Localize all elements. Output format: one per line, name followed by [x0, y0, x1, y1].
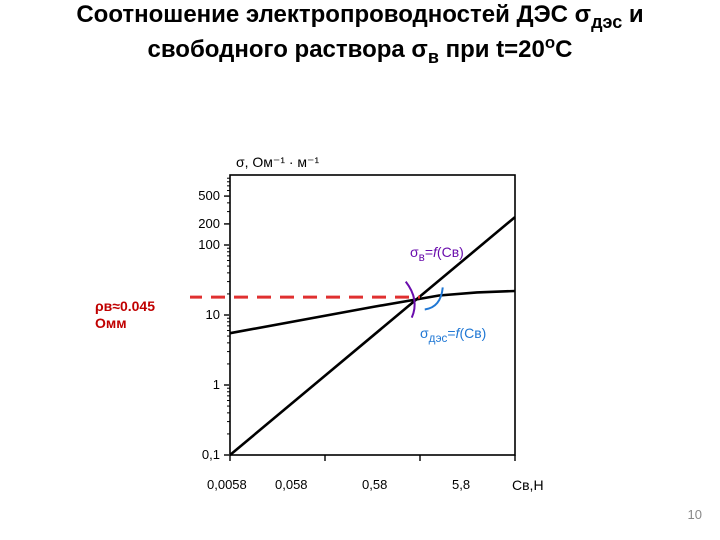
- svg-text:100: 100: [198, 237, 220, 252]
- x-tick-2: 0,58: [362, 477, 387, 492]
- slide-number: 10: [688, 507, 702, 522]
- x-tick-1: 0,058: [275, 477, 308, 492]
- svg-text:1: 1: [213, 377, 220, 392]
- svg-text:σ, Ом⁻¹ · м⁻¹: σ, Ом⁻¹ · м⁻¹: [236, 154, 319, 170]
- slide-title: Соотношение электропроводностей ДЭС σдэс…: [20, 0, 700, 69]
- label-sigma-v: σв=f(Св): [410, 244, 464, 264]
- svg-text:200: 200: [198, 216, 220, 231]
- svg-text:500: 500: [198, 188, 220, 203]
- x-tick-0: 0,0058: [207, 477, 247, 492]
- label-sigma-dec: σдэс=f(Св): [420, 325, 486, 345]
- svg-text:0,1: 0,1: [202, 447, 220, 462]
- x-axis-label: Св,Н: [512, 477, 544, 493]
- chart: 0,1 1 10 100 200 500 σ, Ом⁻¹ · м⁻¹: [190, 150, 530, 490]
- x-tick-3: 5,8: [452, 477, 470, 492]
- svg-text:10: 10: [206, 307, 220, 322]
- rho-annotation: ρв≈0.045 Омм: [95, 298, 185, 332]
